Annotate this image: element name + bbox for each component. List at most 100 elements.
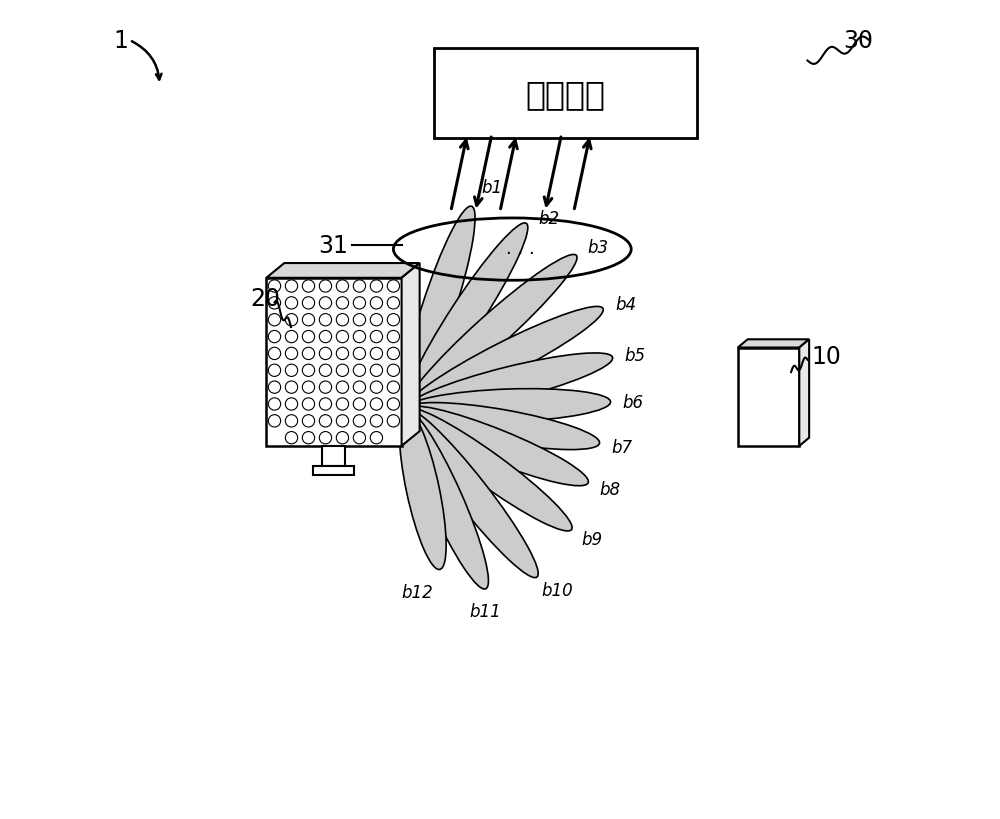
Circle shape: [285, 297, 298, 310]
Circle shape: [319, 382, 332, 394]
Circle shape: [285, 364, 298, 377]
Circle shape: [336, 415, 349, 428]
Circle shape: [336, 331, 349, 343]
Circle shape: [353, 364, 366, 377]
Circle shape: [319, 280, 332, 292]
Circle shape: [268, 314, 281, 327]
Ellipse shape: [403, 410, 488, 590]
Bar: [434, 49, 697, 139]
Text: b10: b10: [542, 581, 574, 600]
Polygon shape: [738, 340, 809, 348]
Text: 10: 10: [812, 344, 841, 369]
Circle shape: [353, 297, 366, 310]
Circle shape: [387, 280, 400, 292]
Circle shape: [319, 415, 332, 428]
Circle shape: [285, 432, 298, 444]
Circle shape: [370, 297, 383, 310]
Circle shape: [302, 314, 315, 327]
Circle shape: [336, 364, 349, 377]
Circle shape: [302, 398, 315, 410]
Circle shape: [285, 398, 298, 410]
Circle shape: [285, 280, 298, 292]
Circle shape: [353, 314, 366, 327]
Ellipse shape: [405, 307, 603, 412]
Circle shape: [285, 348, 298, 360]
Text: b8: b8: [600, 481, 621, 499]
Bar: [266, 278, 402, 446]
Text: b4: b4: [615, 295, 636, 313]
Text: b6: b6: [623, 393, 644, 411]
Text: 1: 1: [113, 29, 128, 52]
Circle shape: [268, 348, 281, 360]
Text: b7: b7: [611, 439, 632, 457]
Circle shape: [302, 364, 315, 377]
Polygon shape: [266, 264, 420, 278]
Circle shape: [285, 314, 298, 327]
Circle shape: [302, 432, 315, 444]
Circle shape: [353, 331, 366, 343]
Circle shape: [387, 348, 400, 360]
Bar: [313, 467, 354, 475]
Circle shape: [268, 331, 281, 343]
Ellipse shape: [406, 389, 611, 423]
Circle shape: [268, 364, 281, 377]
Text: b3: b3: [588, 239, 609, 257]
Circle shape: [336, 314, 349, 327]
Circle shape: [302, 382, 315, 394]
Circle shape: [336, 280, 349, 292]
Circle shape: [353, 348, 366, 360]
Polygon shape: [799, 340, 809, 446]
Circle shape: [370, 314, 383, 327]
Text: b2: b2: [539, 210, 560, 229]
Circle shape: [387, 314, 400, 327]
Ellipse shape: [402, 207, 475, 410]
Circle shape: [370, 348, 383, 360]
Ellipse shape: [406, 354, 613, 414]
Circle shape: [319, 314, 332, 327]
Circle shape: [268, 398, 281, 410]
Circle shape: [319, 297, 332, 310]
Circle shape: [268, 382, 281, 394]
Text: b11: b11: [470, 602, 502, 620]
Circle shape: [336, 297, 349, 310]
Text: · · ·: · · ·: [506, 245, 535, 263]
Text: b9: b9: [581, 531, 603, 549]
Circle shape: [353, 398, 366, 410]
Circle shape: [336, 432, 349, 444]
Circle shape: [268, 280, 281, 292]
Circle shape: [268, 297, 281, 310]
Circle shape: [285, 415, 298, 428]
Circle shape: [387, 382, 400, 394]
Circle shape: [319, 348, 332, 360]
Bar: [322, 446, 345, 467]
Ellipse shape: [405, 408, 572, 532]
Circle shape: [302, 297, 315, 310]
Text: b5: b5: [625, 346, 646, 364]
Circle shape: [353, 382, 366, 394]
Circle shape: [285, 382, 298, 394]
Circle shape: [353, 280, 366, 292]
Ellipse shape: [405, 406, 588, 486]
Circle shape: [370, 364, 383, 377]
Circle shape: [336, 398, 349, 410]
Circle shape: [387, 415, 400, 428]
Ellipse shape: [399, 410, 446, 570]
Circle shape: [370, 398, 383, 410]
Circle shape: [353, 415, 366, 428]
Ellipse shape: [404, 224, 528, 410]
Circle shape: [387, 297, 400, 310]
Bar: [738, 348, 799, 446]
Circle shape: [353, 432, 366, 444]
Text: 31: 31: [318, 233, 348, 258]
Circle shape: [319, 432, 332, 444]
Ellipse shape: [404, 409, 538, 578]
Circle shape: [336, 382, 349, 394]
Circle shape: [319, 398, 332, 410]
Circle shape: [370, 280, 383, 292]
Circle shape: [387, 331, 400, 343]
Circle shape: [336, 348, 349, 360]
Circle shape: [302, 415, 315, 428]
Circle shape: [319, 364, 332, 377]
Ellipse shape: [406, 403, 600, 450]
Text: b1: b1: [481, 179, 503, 197]
